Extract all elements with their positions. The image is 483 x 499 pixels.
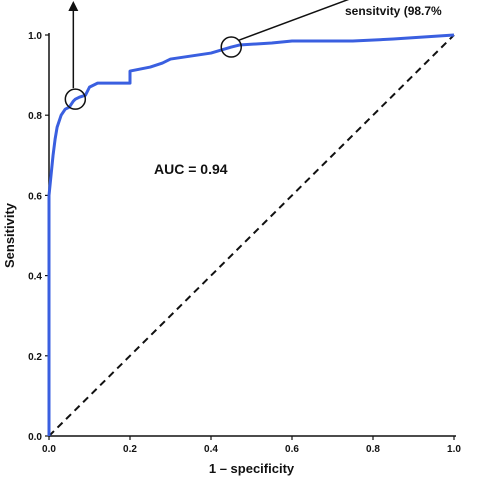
highlight-circle (220, 36, 242, 58)
top-annotation: sensitvity (98.7% (345, 4, 442, 18)
highlight-circle (64, 88, 87, 110)
y-tick-label: 0.2 (28, 352, 42, 363)
y-axis-title: Sensitivity (2, 202, 17, 268)
y-tick-label: 0.0 (28, 432, 42, 443)
x-tick-label: 0.2 (123, 444, 137, 455)
y-tick-label: 0.4 (28, 272, 42, 283)
x-tick-label: 0.0 (42, 444, 56, 455)
x-tick-label: 1.0 (447, 444, 461, 455)
x-tick-label: 0.4 (204, 444, 218, 455)
y-tick-label: 0.6 (28, 191, 42, 202)
x-axis-title: 1 – specificity (209, 461, 295, 476)
y-tick-label: 1.0 (28, 31, 42, 42)
x-tick-label: 0.8 (366, 444, 380, 455)
x-tick-label: 0.6 (285, 444, 299, 455)
plot-area: 0.0 0.2 0.4 0.6 0.8 1.0 0.0 0.2 0.4 0.6 0.8 1.0 (28, 0, 461, 455)
auc-annotation: AUC = 0.94 (154, 161, 228, 177)
annotation-arrow (238, 0, 350, 41)
reference-line (48, 34, 455, 437)
roc-curve (47, 33, 455, 436)
y-tick-label: 0.8 (28, 111, 42, 122)
